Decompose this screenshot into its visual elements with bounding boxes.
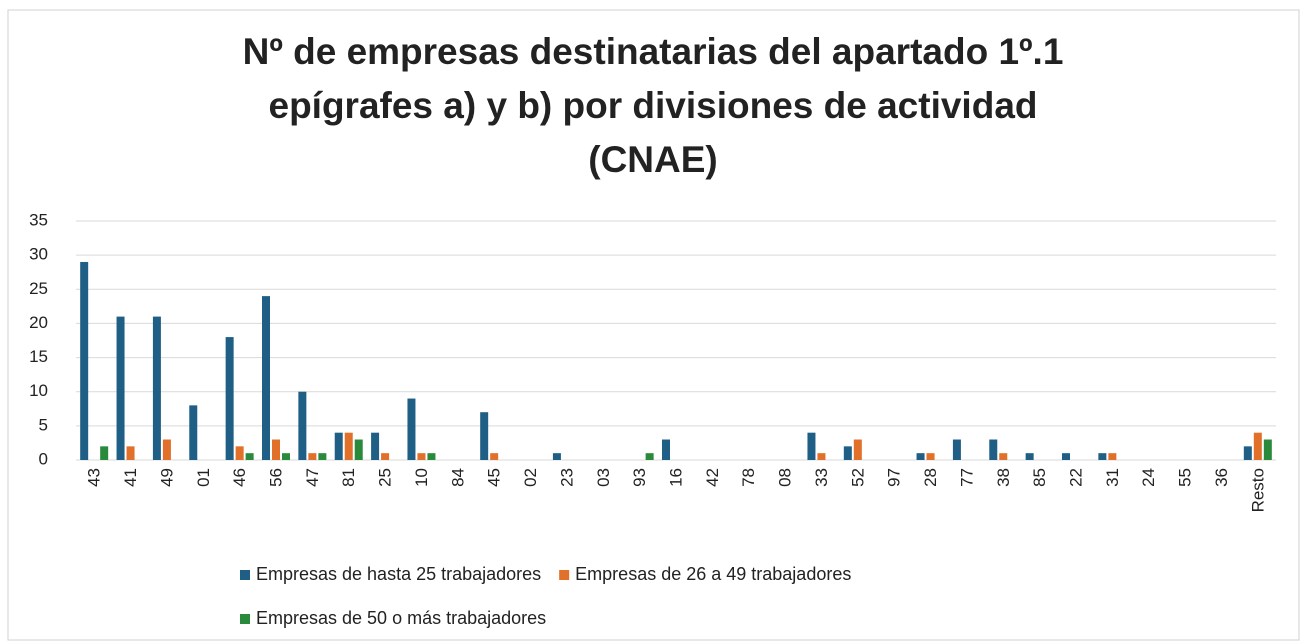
bar [645, 453, 654, 460]
x-tick-label: 28 [921, 468, 940, 487]
y-tick-label: 25 [29, 279, 48, 298]
x-tick-label: 93 [630, 468, 649, 487]
bar [189, 405, 198, 460]
bar [999, 453, 1008, 460]
bar [245, 453, 254, 460]
bar [480, 412, 489, 460]
x-tick-label: 52 [848, 468, 867, 487]
bar [344, 432, 353, 460]
x-tick-label: 56 [266, 468, 285, 487]
bar [1062, 453, 1070, 460]
bar [916, 453, 925, 460]
bar [490, 453, 499, 460]
y-tick-label: 10 [29, 381, 48, 400]
bar [952, 439, 961, 460]
bar [926, 453, 935, 460]
legend-marker [240, 570, 250, 580]
x-tick-label: 36 [1212, 468, 1231, 487]
bar [235, 446, 244, 460]
chart-title: (CNAE) [588, 139, 717, 180]
chart-title: Nº de empresas destinatarias del apartad… [243, 31, 1064, 72]
bar [1025, 453, 1034, 460]
x-tick-label: 77 [957, 468, 976, 487]
y-tick-label: 30 [29, 245, 48, 264]
x-tick-label: 43 [85, 468, 104, 487]
bar [334, 432, 343, 460]
legend-label: Empresas de hasta 25 trabajadores [256, 564, 541, 584]
y-tick-label: 35 [29, 210, 48, 229]
x-tick-label: 08 [776, 468, 795, 487]
x-tick-label: 02 [521, 468, 540, 487]
bar [989, 439, 998, 460]
x-tick-label: 55 [1176, 468, 1195, 487]
bar [552, 453, 561, 460]
x-tick-label: 41 [121, 468, 140, 487]
bar [1098, 453, 1107, 460]
bar [318, 453, 327, 460]
x-tick-label: 45 [485, 468, 504, 487]
x-tick-label: 47 [303, 468, 322, 487]
x-tick-label: 31 [1103, 468, 1122, 487]
x-tick-label: 22 [1066, 468, 1085, 487]
bar [407, 398, 416, 460]
chart-border [7, 9, 1300, 641]
legend-marker [559, 570, 570, 580]
x-tick-label: 49 [157, 468, 176, 487]
x-tick-label: 03 [594, 468, 613, 487]
bar [1108, 453, 1117, 460]
x-tick-label: Resto [1248, 468, 1267, 512]
bar [354, 439, 363, 460]
bar [152, 316, 161, 460]
x-tick-label: 38 [994, 468, 1013, 487]
bar [371, 432, 380, 460]
x-tick-label: 23 [557, 468, 576, 487]
bar [853, 439, 862, 460]
bar [162, 439, 171, 460]
x-tick-label: 78 [739, 468, 758, 487]
bar [308, 453, 317, 460]
bar [262, 296, 270, 460]
x-tick-label: 42 [703, 468, 722, 487]
x-tick-label: 25 [376, 468, 395, 487]
x-tick-label: 81 [339, 468, 358, 487]
x-tick-label: 46 [230, 468, 249, 487]
y-tick-label: 15 [29, 347, 48, 366]
x-tick-label: 84 [448, 468, 467, 487]
bar [298, 391, 307, 460]
x-tick-label: 85 [1030, 468, 1049, 487]
x-tick-label: 01 [194, 468, 213, 487]
bar [427, 453, 436, 460]
bar [225, 337, 234, 460]
bar [272, 439, 280, 460]
bar [1263, 439, 1272, 460]
bar [817, 453, 826, 460]
bar [100, 446, 109, 460]
x-tick-label: 33 [812, 468, 831, 487]
bar [843, 446, 852, 460]
x-tick-label: 24 [1139, 468, 1158, 487]
x-tick-label: 10 [412, 468, 431, 487]
y-tick-label: 5 [39, 415, 48, 434]
bar [126, 446, 135, 460]
bar [116, 316, 125, 460]
bar [80, 261, 89, 460]
legend-marker [240, 614, 250, 624]
bar [807, 432, 816, 460]
bar [662, 439, 670, 460]
legend-label: Empresas de 26 a 49 trabajadores [575, 564, 851, 584]
chart-title: epígrafes a) y b) por divisiones de acti… [269, 85, 1038, 126]
bar [381, 453, 390, 460]
bar [1253, 432, 1262, 460]
x-tick-label: 16 [666, 468, 685, 487]
y-tick-label: 0 [39, 449, 48, 468]
bar [282, 453, 290, 460]
bar [417, 453, 426, 460]
bar [1243, 446, 1252, 460]
x-tick-label: 97 [885, 468, 904, 487]
legend-label: Empresas de 50 o más trabajadores [256, 608, 546, 628]
y-tick-label: 20 [29, 313, 48, 332]
